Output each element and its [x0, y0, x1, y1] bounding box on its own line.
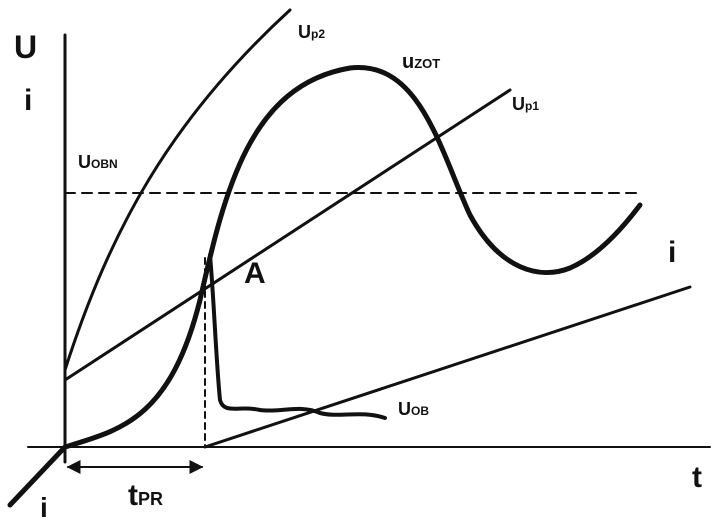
line-up1 — [63, 88, 512, 382]
label-a: A — [244, 257, 266, 290]
label-uob: UOB — [398, 399, 429, 419]
x-label: t — [692, 461, 702, 494]
label-uzot: uZOT — [402, 51, 440, 73]
label-up1: Up1 — [512, 94, 539, 114]
label-up2: Up2 — [298, 22, 325, 42]
label-i: i — [668, 236, 676, 269]
y-label-top: U — [14, 29, 37, 65]
label-tpr: tPR — [128, 479, 163, 512]
curve-up2 — [63, 8, 292, 372]
curve-drop — [208, 253, 387, 420]
curve-uzot — [7, 65, 643, 508]
y-label-bottom: i — [24, 84, 32, 117]
origin-label: i — [40, 492, 48, 519]
line-i — [203, 285, 692, 449]
label-uobn: UOBN — [78, 152, 118, 172]
